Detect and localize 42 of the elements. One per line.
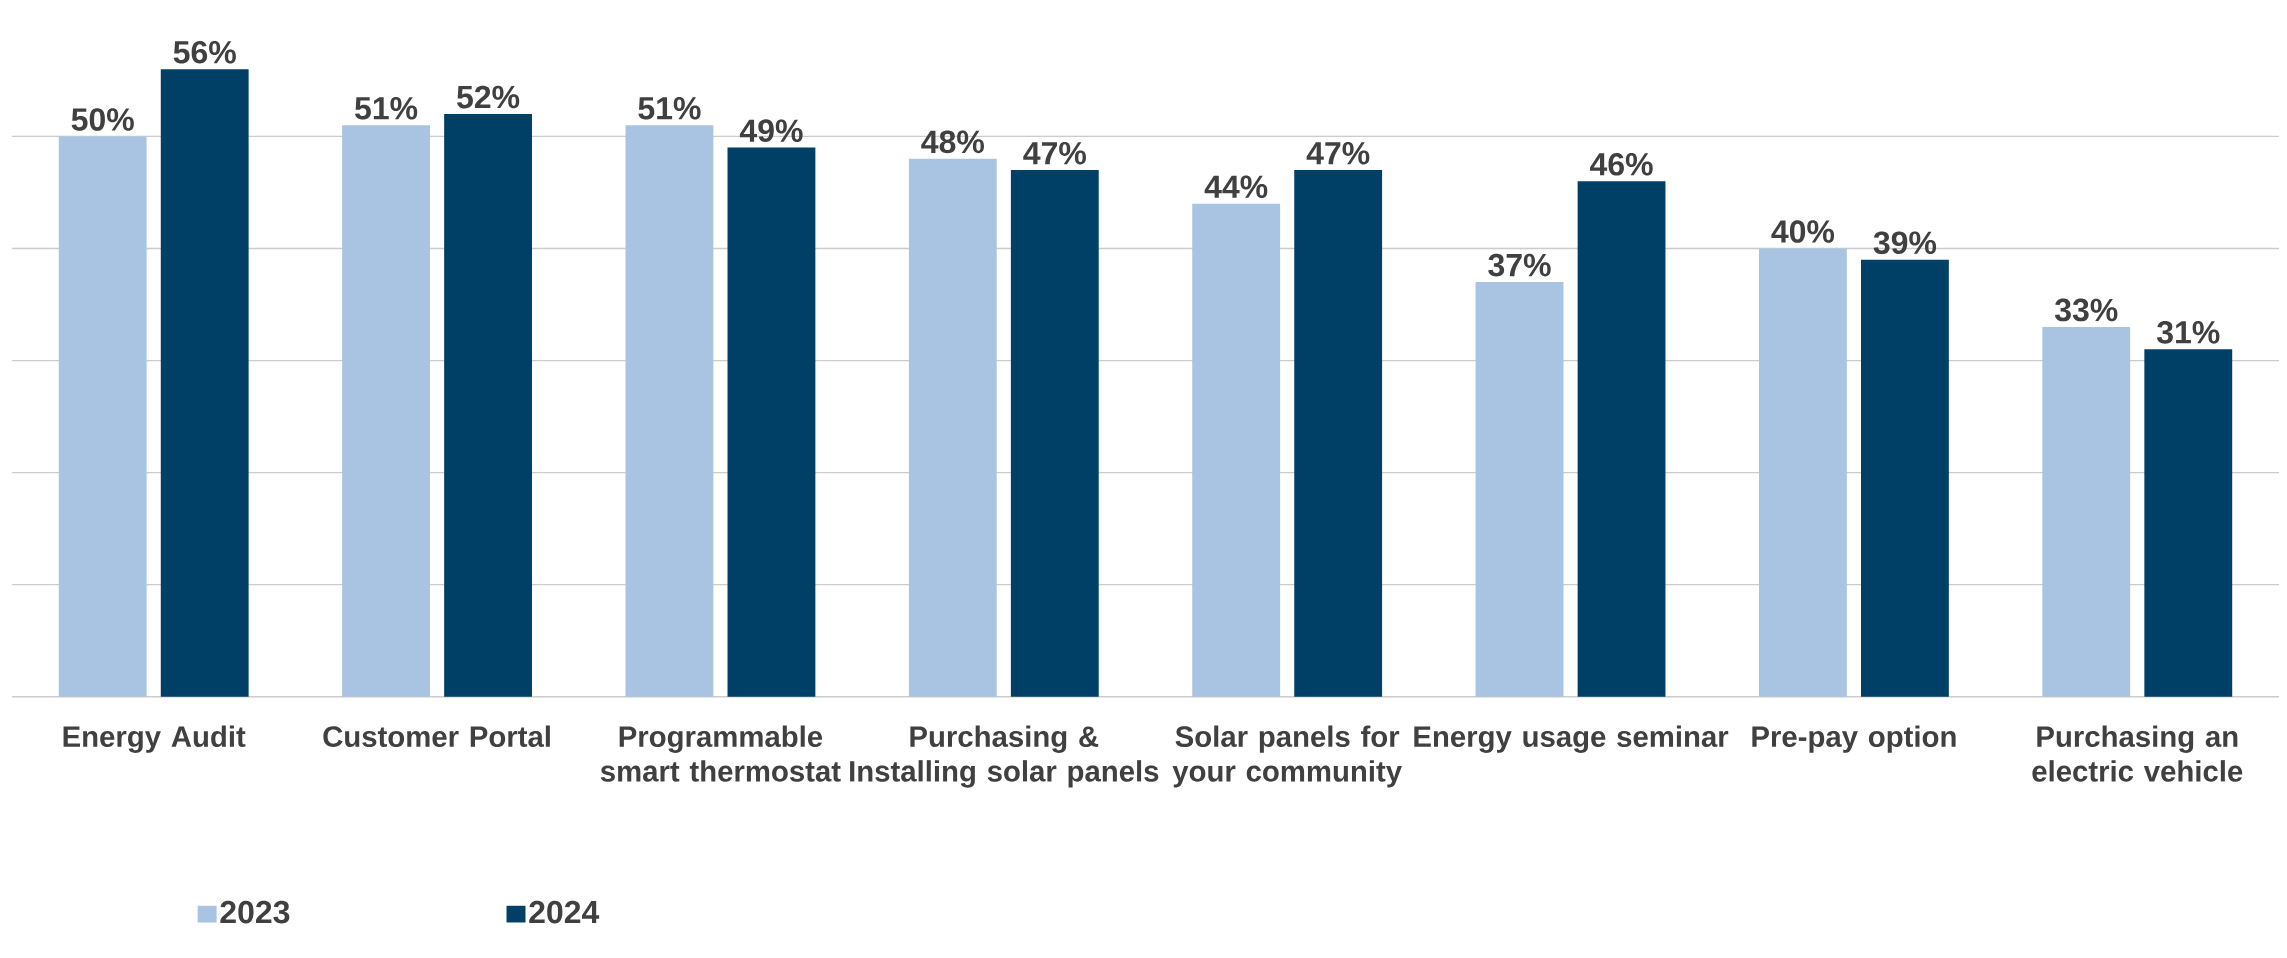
data-label: 52% xyxy=(457,85,520,109)
data-label: 49% xyxy=(739,119,803,142)
bar xyxy=(1192,203,1281,697)
data-label: 47% xyxy=(1023,141,1086,165)
x-tick-label: Pre-pay option xyxy=(1752,725,1956,753)
bar xyxy=(1860,259,1949,697)
bar xyxy=(1758,248,1847,697)
x-tick-label: Solar panels for your community xyxy=(1172,725,1402,788)
x-tick-label: Programmable smart thermostat xyxy=(600,725,841,782)
bar xyxy=(727,147,816,697)
bar xyxy=(2144,349,2233,697)
data-label: 31% xyxy=(2156,320,2220,344)
x-tick-label: Energy usage seminar xyxy=(1414,725,1729,753)
data-label: 46% xyxy=(1590,152,1653,176)
data-label: 51% xyxy=(355,96,418,120)
bar xyxy=(1010,169,1099,697)
bar xyxy=(58,136,147,697)
data-label: 39% xyxy=(1873,231,1937,255)
data-label: 44% xyxy=(1204,175,1268,198)
bar xyxy=(2042,326,2131,697)
data-label: 47% xyxy=(1306,141,1370,165)
x-tick-label: Purchasing & Installing solar panels xyxy=(850,725,1159,788)
data-label: 33% xyxy=(2054,298,2118,322)
bar xyxy=(444,113,532,697)
x-tick-label: Purchasing an electric vehicle xyxy=(2032,725,2243,782)
bar xyxy=(160,69,249,697)
bar xyxy=(1294,169,1383,697)
bar xyxy=(1577,181,1666,697)
data-label: 48% xyxy=(921,130,984,154)
bar xyxy=(1475,282,1564,697)
x-tick-label: Customer Portal xyxy=(323,725,550,747)
legend-label: 2023 xyxy=(220,900,290,924)
x-tick-label: Energy Audit xyxy=(63,725,246,753)
data-label: 50% xyxy=(71,108,134,131)
legend-label: 2024 xyxy=(529,900,600,924)
bar xyxy=(908,158,997,697)
data-label: 37% xyxy=(1488,253,1551,277)
data-label: 56% xyxy=(173,40,236,64)
data-label: 51% xyxy=(638,96,701,120)
data-label: 40% xyxy=(1771,220,1835,243)
bar xyxy=(625,125,714,697)
bar xyxy=(342,125,430,697)
